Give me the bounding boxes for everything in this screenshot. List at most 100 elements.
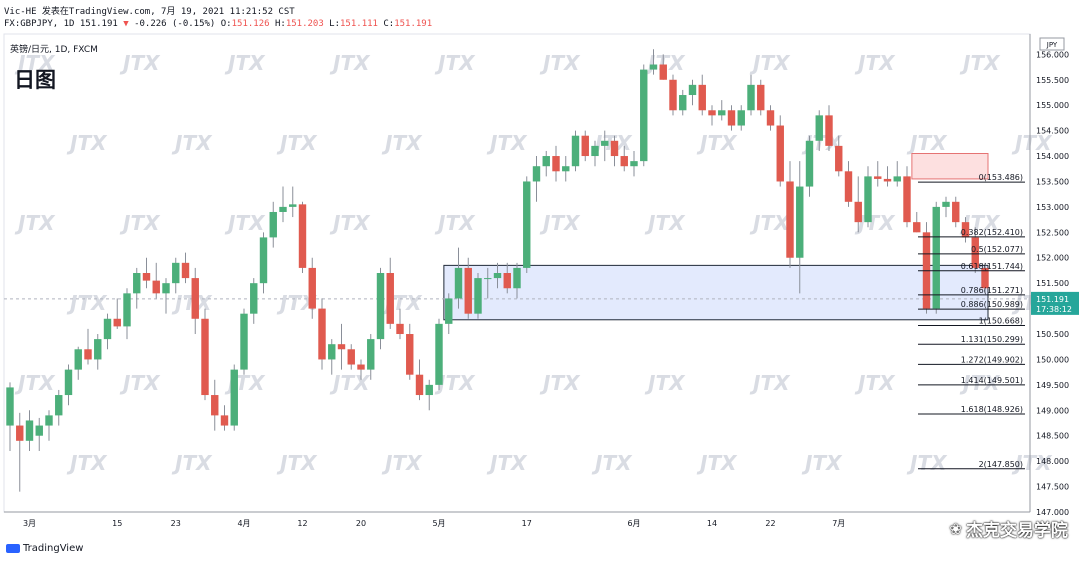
- watermark-mark: JTX: [696, 451, 738, 475]
- candle-up: [45, 415, 53, 426]
- candle-up: [747, 84, 755, 111]
- low-label: L:: [329, 19, 341, 29]
- y-tick-label: 152.000: [1036, 254, 1069, 263]
- y-tick-label: 156.000: [1036, 50, 1069, 59]
- fib-level-label: 0.618(151.744): [961, 262, 1023, 271]
- x-tick-label: 23: [171, 519, 181, 528]
- candle-down: [698, 84, 706, 111]
- y-tick-label: 154.000: [1036, 152, 1069, 161]
- candle-down: [669, 79, 677, 111]
- watermark-mark: JTX: [14, 51, 56, 75]
- candle-down: [786, 181, 794, 258]
- candle-down: [142, 273, 151, 281]
- x-tick-label: 14: [707, 519, 717, 528]
- candle-up: [64, 369, 73, 396]
- candle-up: [172, 262, 180, 284]
- y-tick-label: 148.500: [1036, 432, 1069, 441]
- price-tag: [1031, 291, 1079, 315]
- low-value: 151.111: [340, 19, 378, 29]
- candle-up: [493, 273, 502, 279]
- candle-up: [123, 293, 131, 327]
- candle-down: [181, 262, 190, 279]
- x-tick-label: 15: [112, 519, 122, 528]
- candle-down: [883, 178, 892, 182]
- candle-down: [552, 156, 560, 172]
- candle-up: [328, 344, 336, 360]
- candle-down: [913, 222, 921, 233]
- candle-up: [230, 369, 238, 426]
- watermark-mark: JTX: [749, 51, 791, 75]
- watermark-mark: JTX: [1011, 451, 1053, 475]
- candle-up: [523, 181, 531, 268]
- watermark-mark: JTX: [539, 211, 581, 235]
- close-value: 151.191: [394, 19, 433, 29]
- candle-up: [367, 339, 375, 370]
- candle-down: [201, 318, 209, 396]
- currency-badge-label: JPY: [1046, 41, 1058, 49]
- y-tick-label: 147.500: [1036, 483, 1069, 492]
- candle-up: [601, 140, 609, 146]
- y-tick-label: 155.500: [1036, 76, 1069, 85]
- candle-down: [318, 308, 326, 360]
- candle-up: [289, 204, 297, 207]
- fib-level-label: 1(150.668): [979, 316, 1023, 325]
- candle-up: [562, 166, 570, 172]
- candle-down: [415, 374, 424, 396]
- candle-down: [581, 135, 589, 157]
- tradingview-brand: TradingView: [23, 543, 84, 554]
- price-tag-value: 151.191: [1036, 295, 1069, 304]
- candle-down: [610, 140, 619, 157]
- tradingview-logo[interactable]: TradingView: [6, 543, 83, 554]
- watermark-mark: JTX: [644, 371, 686, 395]
- watermark-mark: JTX: [224, 51, 266, 75]
- candle-up: [484, 278, 492, 280]
- watermark-mark: JTX: [486, 451, 528, 475]
- candle-down: [396, 323, 404, 335]
- watermark-mark: JTX: [171, 451, 213, 475]
- candle-down: [191, 278, 199, 319]
- candle-down: [357, 364, 365, 370]
- watermark-mark: JTX: [119, 371, 161, 395]
- candle-up: [688, 84, 697, 96]
- watermark-mark: JTX: [1011, 131, 1053, 155]
- candle-down: [825, 115, 833, 146]
- candle-up: [815, 115, 823, 141]
- watermark-text: 杰克交易学院: [966, 521, 1068, 541]
- y-tick-label: 152.500: [1036, 228, 1069, 237]
- candle-down: [952, 201, 960, 223]
- candle-up: [435, 323, 443, 385]
- candle-up: [805, 140, 814, 187]
- candle-up: [162, 283, 170, 294]
- candle-down: [776, 125, 784, 182]
- candle-up: [640, 69, 648, 162]
- supply-zone: [911, 153, 989, 180]
- fib-level-label: 0.382(152.410): [961, 228, 1023, 237]
- candle-up: [279, 206, 287, 212]
- candle-up: [796, 186, 804, 258]
- watermark-mark: JTX: [696, 131, 738, 155]
- watermark-mark: JTX: [749, 371, 791, 395]
- y-tick-label: 151.500: [1036, 279, 1069, 288]
- candle-down: [981, 267, 989, 289]
- demand-zone: [443, 264, 989, 321]
- candle-down: [874, 176, 882, 179]
- candle-up: [679, 95, 687, 111]
- candle-down: [961, 222, 970, 238]
- watermark-mark: JTX: [381, 131, 423, 155]
- y-tick-label: 149.500: [1036, 381, 1069, 390]
- fib-level-label: 2(147.850): [979, 460, 1023, 469]
- x-tick-label: 20: [356, 519, 366, 528]
- candle-up: [630, 161, 638, 167]
- fib-level-label: 1.272(149.902): [961, 355, 1023, 364]
- candle-up: [250, 283, 258, 314]
- publish-info: Vic-HE 发表在TradingView.com, 7月 19, 2021 1…: [4, 7, 295, 17]
- candle-up: [532, 166, 541, 182]
- countdown-label: 17:38:12: [1036, 305, 1072, 314]
- fib-level-label: 0.5(152.077): [971, 245, 1023, 254]
- watermark-mark: JTX: [906, 131, 948, 155]
- watermark-mark: JTX: [539, 51, 581, 75]
- high-value: 151.203: [285, 19, 324, 29]
- y-tick-label: 153.500: [1036, 177, 1069, 186]
- watermark-mark: JTX: [854, 51, 896, 75]
